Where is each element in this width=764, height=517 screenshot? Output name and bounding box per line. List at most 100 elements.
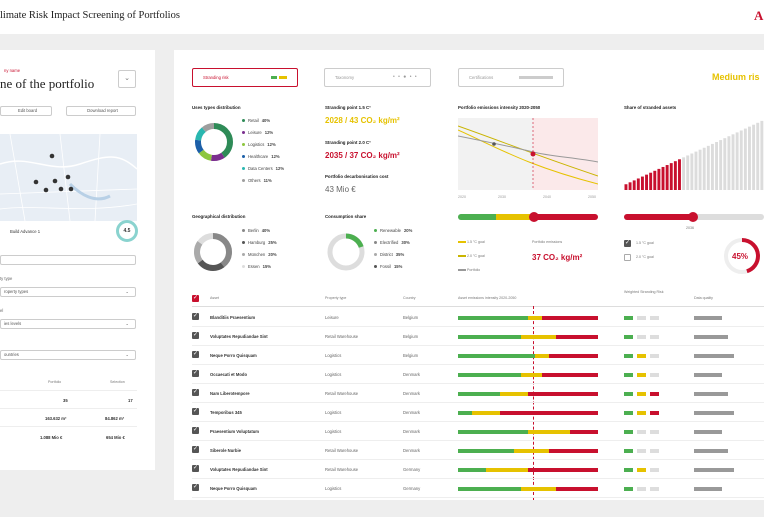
emissions-slider[interactable] (458, 212, 598, 222)
row-checkbox[interactable]: ✓ (192, 370, 199, 377)
edit-board-button[interactable]: Edit board (0, 106, 52, 116)
tab-certifications[interactable]: Certifications (458, 68, 564, 87)
geo-title: Geographical distribution (192, 214, 246, 219)
table-row[interactable]: ✓ Neque Porro Quisquam Logistics Germany (174, 479, 764, 498)
goal-20-checkbox[interactable] (624, 254, 631, 261)
risk-indicator (637, 316, 646, 320)
x-tick: 2020 (458, 195, 466, 199)
stats-value: 84.862 m² (105, 416, 125, 421)
chevron-down-icon[interactable]: ⌄ (118, 70, 136, 88)
row-checkbox[interactable]: ✓ (192, 332, 199, 339)
select-all-checkbox[interactable]: ✓ (192, 295, 199, 302)
property-type: Retail Warehouse (325, 467, 359, 472)
stranded-bar (640, 176, 644, 190)
legend-dot-icon (242, 143, 245, 146)
col-header-asset[interactable]: Asset (210, 296, 219, 300)
stranding-marker (492, 142, 496, 146)
emissions-bar-segment (528, 430, 570, 434)
emissions-bar-segment (500, 392, 528, 396)
property-type: Logistics (325, 486, 342, 491)
row-checkbox[interactable]: ✓ (192, 351, 199, 358)
legend-item: Others 11% (242, 178, 272, 183)
stranded-bar (735, 132, 739, 190)
asset-name: Neque Porro Quisquam (210, 353, 257, 358)
country-select[interactable]: ountries ⌄ (0, 350, 136, 360)
asset-name: Nam Liberotempore (210, 391, 250, 396)
slider-handle[interactable] (688, 212, 698, 222)
table-row[interactable]: ✓ Neque Porro Quisquam Logistics Belgium (174, 346, 764, 365)
divider (192, 421, 764, 422)
row-checkbox[interactable]: ✓ (192, 408, 199, 415)
table-row[interactable]: ✓ Nam Liberotempore Retail Warehouse Denmar… (174, 384, 764, 403)
search-input[interactable] (0, 255, 136, 265)
property-type: Leisure (325, 315, 339, 320)
risk-indicator (650, 373, 659, 377)
asset-name: Voluptates Repudiandae Sint (210, 334, 268, 339)
tab-stranding-risk[interactable]: Stranding risk (192, 68, 298, 87)
emissions-bar-segment (458, 468, 486, 472)
stranded-bar (731, 134, 735, 190)
legend-item: Hamburg 25% (242, 240, 277, 245)
legend-item: Essen 15% (242, 264, 271, 269)
stranded-percent-gauge (724, 238, 760, 274)
col-header-country[interactable]: Country (403, 296, 416, 300)
table-row[interactable]: ✓ Siberole Nurbie Retail Warehouse Denmark (174, 441, 764, 460)
stranded-bar (698, 149, 702, 190)
col-header-type[interactable]: Property type (325, 296, 347, 300)
row-checkbox[interactable]: ✓ (192, 427, 199, 434)
col-header-emissions[interactable]: Asset emissions intensity 2020-2050 (458, 296, 517, 300)
legend-item: 2.0 °C goal (458, 254, 485, 258)
property-type: Logistics (325, 372, 342, 377)
col-header-quality[interactable]: Data quality (694, 296, 713, 300)
row-checkbox[interactable]: ✓ (192, 446, 199, 453)
risk-level-label: Medium ris (712, 72, 760, 82)
table-row[interactable]: ✓ Voluptates Repudiandae Sint Retail Wareh… (174, 327, 764, 346)
risk-indicator (624, 449, 633, 453)
country: Germany (403, 467, 421, 472)
stranded-bar (756, 122, 760, 190)
col-header-risk[interactable]: Weighted Stranding Risk (624, 290, 664, 294)
legend-dot-icon (242, 241, 245, 244)
row-checkbox[interactable]: ✓ (192, 389, 199, 396)
chevron-down-icon: ⌄ (125, 321, 129, 326)
portfolio-map[interactable] (0, 134, 137, 221)
asset-name: Temporibus 345 (210, 410, 242, 415)
tab-taxonomy[interactable]: Taxonomy • • ● • • (324, 68, 431, 87)
property-type-select[interactable]: roperty types ⌄ (0, 287, 136, 297)
data-quality-bar (694, 316, 722, 320)
chevron-down-icon: ⌄ (125, 352, 129, 357)
download-report-button[interactable]: Download report (66, 106, 136, 116)
risk-indicator (624, 468, 633, 472)
stranded-bar (727, 136, 731, 190)
table-row[interactable]: ✓ Voluptates Repudiandae Sint Retail Wareh… (174, 460, 764, 479)
emissions-chart: 2020 2030 2040 2050 (458, 118, 598, 199)
stranded-bar (723, 138, 727, 190)
table-row[interactable]: ✓ Blanditiis Praesentium Leisure Belgium (174, 308, 764, 327)
stranded-bar (636, 178, 640, 190)
goal-15-checkbox[interactable]: ✓ (624, 240, 631, 247)
page-title: limate Risk Impact Screening of Portfoli… (0, 10, 180, 21)
risk-indicator (624, 373, 633, 377)
table-row[interactable]: ✓ Temporibus 345 Logistics Denmark (174, 403, 764, 422)
risk-indicator (624, 392, 633, 396)
stranded-bar (694, 151, 698, 190)
asset-name: Siberole Nurbie (210, 448, 241, 453)
table-row[interactable]: ✓ Occaecati et Modo Logistics Denmark (174, 365, 764, 384)
level-select[interactable]: ies levels ⌄ (0, 319, 136, 329)
portfolio-emissions-label: Portfolio emissions (532, 240, 563, 244)
slider-segment-yellow (496, 214, 533, 220)
slider-handle[interactable] (529, 212, 539, 222)
legend-dot-icon (242, 119, 245, 122)
risk-indicator (637, 411, 646, 415)
data-quality-bar (694, 373, 722, 377)
row-checkbox[interactable]: ✓ (192, 484, 199, 491)
row-checkbox[interactable]: ✓ (192, 313, 199, 320)
safe-zone (458, 118, 533, 190)
stranded-slider[interactable] (624, 212, 764, 222)
row-checkbox[interactable]: ✓ (192, 465, 199, 472)
table-row[interactable]: ✓ Praesentium Voluptatum Logistics Denmark (174, 422, 764, 441)
risk-indicator (650, 354, 659, 358)
chevron-down-icon: ⌄ (125, 289, 129, 294)
stats-value: 35 (63, 398, 68, 403)
stranded-bar (669, 163, 673, 190)
